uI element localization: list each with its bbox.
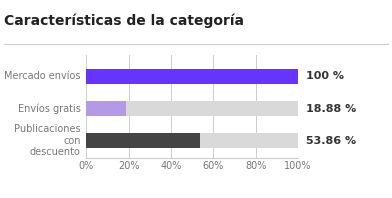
- Bar: [86, 101, 126, 116]
- Bar: [86, 133, 298, 148]
- Bar: [86, 101, 298, 116]
- Text: 100 %: 100 %: [307, 71, 345, 81]
- Text: 18.88 %: 18.88 %: [307, 104, 357, 113]
- Bar: [86, 69, 298, 84]
- Bar: [86, 69, 298, 84]
- Bar: [86, 133, 200, 148]
- Text: Características de la categoría: Características de la categoría: [4, 14, 244, 28]
- Text: 53.86 %: 53.86 %: [307, 136, 356, 146]
